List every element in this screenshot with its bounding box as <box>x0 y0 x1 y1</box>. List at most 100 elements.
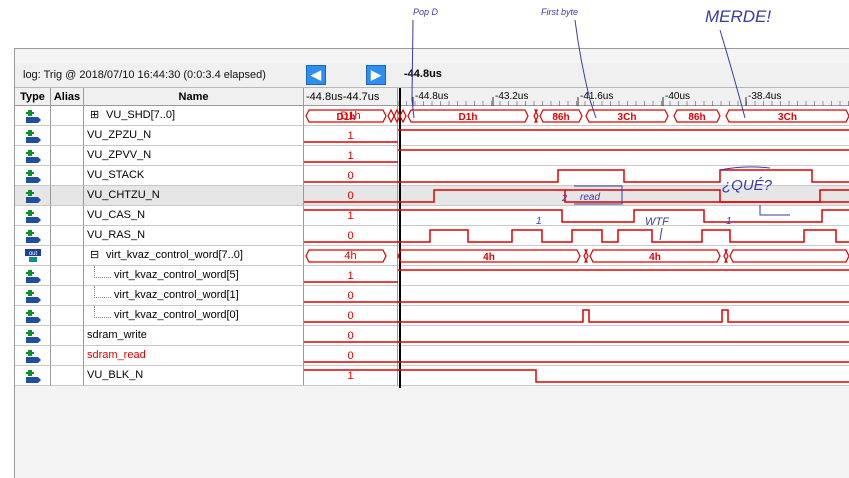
alias-cell <box>51 146 84 166</box>
name-cell[interactable]: sdram_read <box>84 346 304 366</box>
waveform-cell[interactable] <box>398 146 849 166</box>
column-header-alias[interactable]: Alias <box>51 88 84 106</box>
signal-value: D1h <box>304 106 398 126</box>
column-header-value[interactable]: -44.8us-44.7us <box>304 88 398 106</box>
type-cell <box>15 366 51 386</box>
column-header-type[interactable]: Type <box>15 88 51 106</box>
input-icon <box>24 208 42 223</box>
name-cell[interactable]: virt_kvaz_control_word[5] <box>84 266 304 286</box>
waveform-cell[interactable] <box>398 246 849 266</box>
signal-name: VU_BLK_N <box>87 369 144 381</box>
type-cell <box>15 326 51 346</box>
waveform-cell[interactable] <box>398 366 849 386</box>
alias-cell <box>51 206 84 226</box>
name-cell[interactable]: sdram_write <box>84 326 304 346</box>
name-cell[interactable]: virt_kvaz_control_word[1] <box>84 286 304 306</box>
signal-row[interactable]: sdram_write 0 <box>15 326 849 346</box>
name-cell[interactable]: VU_ZPVV_N <box>84 146 304 166</box>
waveform-cell[interactable] <box>398 106 849 126</box>
time-cursor[interactable] <box>399 88 401 388</box>
input-icon <box>24 268 42 283</box>
signal-value: 1 <box>304 206 398 226</box>
signal-name: virt_kvaz_control_word[0] <box>114 309 239 321</box>
input-icon <box>24 308 42 323</box>
signal-name: sdram_read <box>87 349 146 361</box>
name-cell[interactable]: VU_RAS_N <box>84 226 304 246</box>
waveform-cell[interactable] <box>398 126 849 146</box>
type-cell <box>15 346 51 366</box>
signal-row[interactable]: VU_STACK 0 <box>15 166 849 186</box>
alias-cell <box>51 106 84 126</box>
signal-table: Type Alias Name -44.8us-44.7us -44.8us -4… <box>15 88 849 388</box>
signal-name: VU_CHTZU_N <box>87 189 160 201</box>
alias-cell <box>51 326 84 346</box>
input-icon <box>24 348 42 363</box>
alias-cell <box>51 126 84 146</box>
signal-name: VU_STACK <box>87 169 145 181</box>
svg-text:out: out <box>29 251 38 257</box>
value-col-label-2: -44.7us <box>342 91 380 103</box>
type-cell <box>15 306 51 326</box>
waveform-cell[interactable] <box>398 286 849 306</box>
name-cell[interactable]: VU_ZPZU_N <box>84 126 304 146</box>
signal-row[interactable]: virt_kvaz_control_word[5] 1 <box>15 266 849 286</box>
signal-row[interactable]: sdram_read 0 <box>15 346 849 366</box>
arrow-left-icon[interactable]: ◀ <box>306 65 326 85</box>
signal-row[interactable]: ⊞ VU_SHD[7..0] D1h <box>15 106 849 126</box>
waveform-cell[interactable] <box>398 346 849 366</box>
signal-row[interactable]: VU_BLK_N 1 <box>15 366 849 386</box>
waveform-cell[interactable] <box>398 206 849 226</box>
signal-value: 0 <box>304 186 398 206</box>
signal-row[interactable]: VU_ZPZU_N 1 <box>15 126 849 146</box>
tree-line <box>94 266 111 278</box>
type-cell <box>15 146 51 166</box>
ruler-tick-label: -43.2us <box>495 91 528 102</box>
signal-row[interactable]: VU_CHTZU_N 0 <box>15 186 849 206</box>
waveform-cell[interactable] <box>398 326 849 346</box>
waveform-cell[interactable] <box>398 306 849 326</box>
annotation-merde: MERDE! <box>705 7 771 26</box>
signal-row[interactable]: VU_ZPVV_N 1 <box>15 146 849 166</box>
signal-name: sdram_write <box>87 329 147 341</box>
arrow-right-icon[interactable]: ▶ <box>366 65 386 85</box>
alias-cell <box>51 166 84 186</box>
ruler-svg: -44.8us -43.2us -41.6us -40us -38.4us <box>398 91 849 106</box>
signal-value: 0 <box>304 166 398 186</box>
name-cell[interactable]: VU_CHTZU_N <box>84 186 304 206</box>
signal-value: 0 <box>304 346 398 366</box>
signal-row[interactable]: VU_RAS_N 0 <box>15 226 849 246</box>
signal-row[interactable]: virt_kvaz_control_word[1] 0 <box>15 286 849 306</box>
input-icon <box>24 148 42 163</box>
name-cell[interactable]: virt_kvaz_control_word[0] <box>84 306 304 326</box>
name-cell[interactable]: VU_CAS_N <box>84 206 304 226</box>
tree-line <box>94 306 111 318</box>
waveform-cell[interactable] <box>398 226 849 246</box>
cursor-time: -44.8us <box>404 68 442 80</box>
name-cell[interactable]: ⊟ virt_kvaz_control_word[7..0] <box>84 246 304 266</box>
input-icon <box>24 128 42 143</box>
column-header-name[interactable]: Name <box>84 88 304 106</box>
waveform-cell[interactable] <box>398 266 849 286</box>
expand-icon[interactable]: ⊞ <box>90 109 100 121</box>
type-cell <box>15 266 51 286</box>
signal-name: virt_kvaz_control_word[1] <box>114 289 239 301</box>
timeline-ruler[interactable]: -44.8us -43.2us -41.6us -40us -38.4us <box>398 88 849 106</box>
name-cell[interactable]: VU_STACK <box>84 166 304 186</box>
bus-icon <box>24 108 42 123</box>
signal-row[interactable]: virt_kvaz_control_word[0] 0 <box>15 306 849 326</box>
waveform-cell[interactable] <box>398 186 849 206</box>
type-cell: out <box>15 246 51 266</box>
alias-cell <box>51 266 84 286</box>
signal-row[interactable]: out ⊟ virt_kvaz_control_word[7..0] 4h <box>15 246 849 266</box>
alias-cell <box>51 346 84 366</box>
signal-name: VU_ZPZU_N <box>87 129 152 141</box>
signal-row[interactable]: VU_CAS_N 1 <box>15 206 849 226</box>
type-cell <box>15 166 51 186</box>
name-cell[interactable]: ⊞ VU_SHD[7..0] <box>84 106 304 126</box>
alias-cell <box>51 366 84 386</box>
name-cell[interactable]: VU_BLK_N <box>84 366 304 386</box>
signal-name: VU_SHD[7..0] <box>106 109 176 121</box>
signal-value: 4h <box>304 246 398 266</box>
waveform-cell[interactable] <box>398 166 849 186</box>
collapse-icon[interactable]: ⊟ <box>90 249 100 261</box>
